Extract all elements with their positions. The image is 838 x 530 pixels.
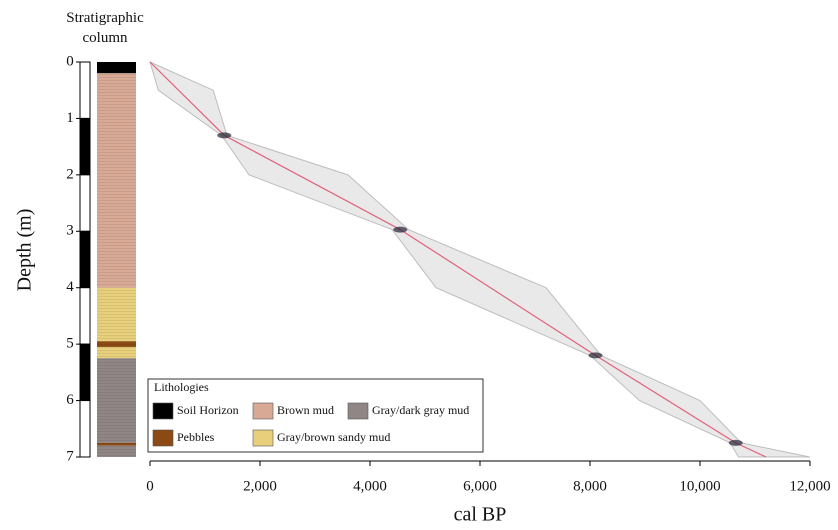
x-tick-label: 6,000 (463, 478, 497, 494)
column-layer-texture (97, 73, 136, 288)
column-layer-texture (97, 287, 136, 342)
x-tick-label: 0 (146, 478, 154, 494)
x-tick-label: 12,000 (789, 478, 830, 494)
column-layer-texture (97, 341, 136, 347)
legend-swatch (152, 402, 174, 420)
column-layer-texture (97, 62, 136, 74)
legend-label: Brown mud (277, 403, 334, 417)
y-tick-label: 4 (66, 279, 74, 295)
column-layer-texture (97, 442, 136, 446)
legend-swatch (252, 429, 274, 447)
legend-label: Gray/brown sandy mud (277, 430, 390, 444)
y-tick-label: 2 (66, 166, 74, 182)
legend-swatch (347, 402, 369, 420)
legend-label: Soil Horizon (177, 403, 239, 417)
dated-point (728, 439, 743, 446)
scale-bar-segment (79, 287, 91, 345)
dated-point (217, 132, 232, 139)
y-tick-label: 3 (66, 223, 74, 239)
scale-bar-segment (79, 174, 91, 232)
x-tick-label: 2,000 (243, 478, 277, 494)
column-layer-texture (97, 358, 136, 443)
legend-title: Lithologies (154, 380, 209, 394)
column-title: Stratigraphic column (66, 10, 144, 46)
scale-bar-segment (79, 61, 91, 119)
scale-bar-segment (79, 117, 91, 176)
scale-bar-segment (79, 230, 91, 289)
x-tick-label: 4,000 (353, 478, 387, 494)
median-age-line (149, 61, 767, 458)
legend-label: Gray/dark gray mud (372, 403, 469, 417)
y-tick-label: 1 (66, 110, 74, 126)
dated-point (393, 226, 408, 233)
column-layer-texture (97, 346, 136, 359)
y-axis-label: Depth (m) (14, 209, 36, 292)
y-tick-label: 6 (66, 392, 74, 408)
scale-bar-segment (79, 343, 91, 402)
legend-swatch (252, 402, 274, 420)
uncertainty-envelope (149, 61, 811, 458)
legend-label: Pebbles (177, 430, 215, 444)
y-tick-label: 7 (66, 448, 74, 464)
x-axis-label: cal BP (454, 504, 507, 526)
x-tick-label: 8,000 (573, 478, 607, 494)
legend-swatch (152, 429, 174, 447)
legend-box (147, 378, 484, 453)
dated-point (588, 352, 603, 359)
scale-bar-segment (79, 400, 91, 458)
y-tick-label: 5 (66, 336, 74, 352)
column-layer-texture (97, 445, 136, 457)
x-tick-label: 10,000 (679, 478, 720, 494)
y-tick-label: 0 (66, 53, 74, 69)
